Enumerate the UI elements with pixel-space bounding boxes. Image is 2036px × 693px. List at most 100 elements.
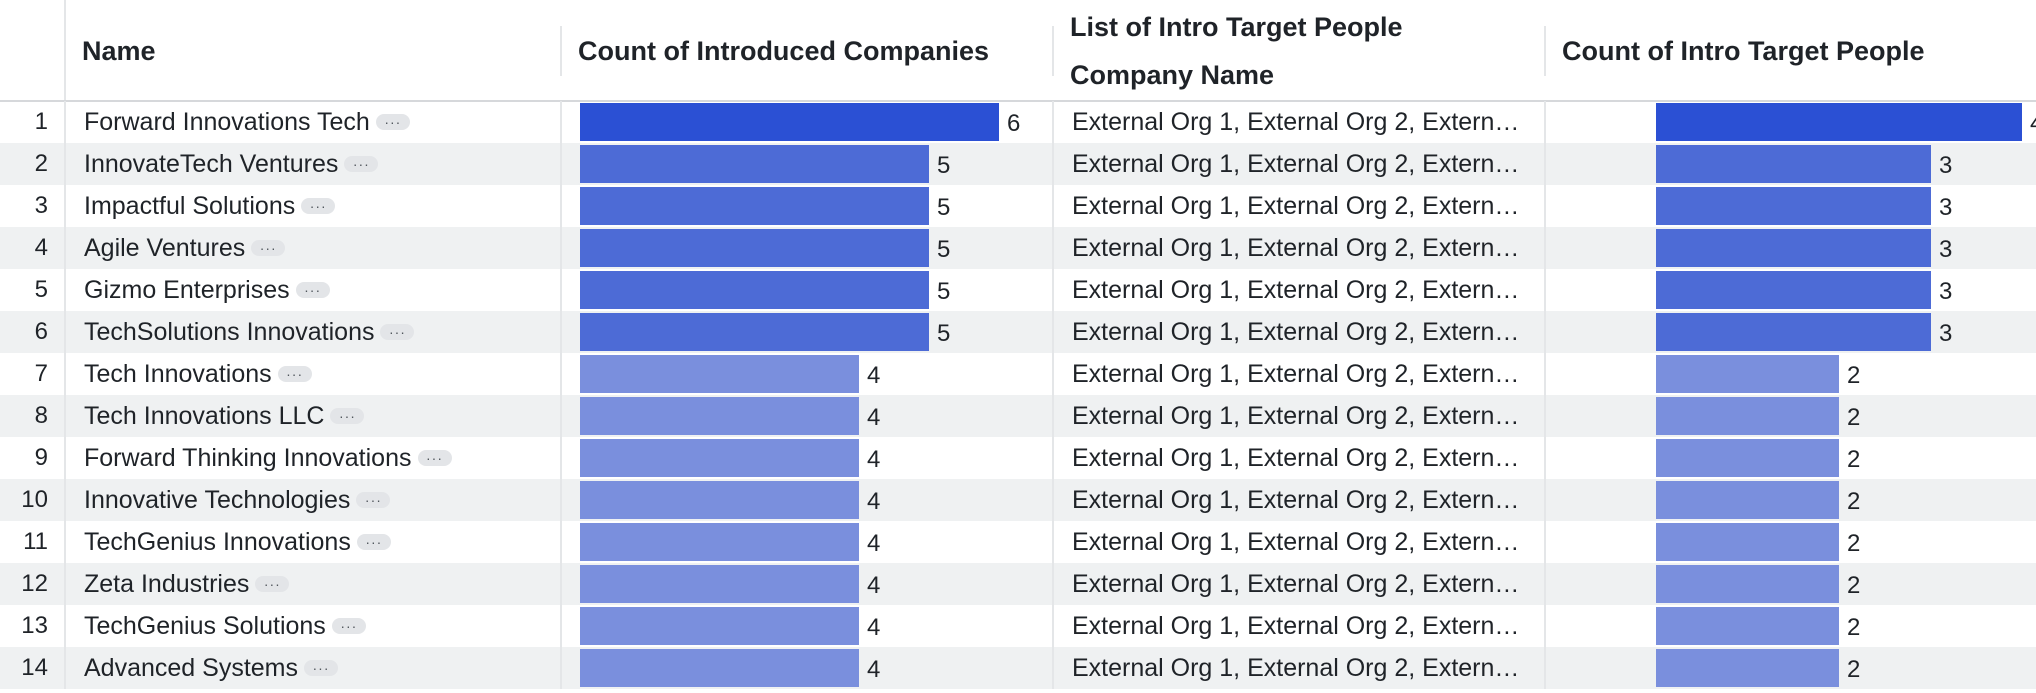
more-options-icon[interactable]: ···: [251, 240, 286, 256]
table-row[interactable]: 3 Impactful Solutions ··· 5 External Org 1, …: [0, 185, 2036, 227]
column-separator: [1544, 143, 1546, 185]
people-value: 2: [1847, 572, 1861, 599]
name-cell[interactable]: TechSolutions Innovations ···: [84, 311, 415, 353]
column-header-name[interactable]: Name: [64, 0, 560, 100]
people-value: 2: [1847, 656, 1861, 683]
table-row[interactable]: 6 TechSolutions Innovations ··· 5 External O…: [0, 311, 2036, 353]
name-text: Forward Innovations Tech: [84, 108, 370, 136]
companies-bar: [580, 649, 859, 687]
intro-target-list-cell[interactable]: External Org 1, External Org 2, Externa…: [1072, 150, 1528, 178]
column-separator: [1052, 269, 1054, 311]
table-row[interactable]: 14 Advanced Systems ··· 4 External Org 1, Ex…: [0, 647, 2036, 689]
people-value: 3: [1939, 194, 1953, 221]
companies-value: 4: [867, 404, 881, 431]
more-options-icon[interactable]: ···: [344, 156, 379, 172]
name-cell[interactable]: Zeta Industries ···: [84, 563, 290, 605]
column-separator: [1544, 311, 1546, 353]
people-value: 2: [1847, 362, 1861, 389]
name-cell[interactable]: Forward Thinking Innovations ···: [84, 437, 452, 479]
companies-value: 4: [867, 530, 881, 557]
intro-target-list-cell[interactable]: External Org 1, External Org 2, Externa…: [1072, 444, 1528, 472]
table-row[interactable]: 13 TechGenius Solutions ··· 4 External Org 1…: [0, 605, 2036, 647]
more-options-icon[interactable]: ···: [375, 114, 410, 130]
table-row[interactable]: 4 Agile Ventures ··· 5 External Org 1, Exter…: [0, 227, 2036, 269]
intro-target-list-cell[interactable]: External Org 1, External Org 2, Externa…: [1072, 654, 1528, 682]
column-separator: [560, 605, 562, 647]
people-value: 2: [1847, 614, 1861, 641]
people-bar: [1656, 565, 1839, 603]
people-bar: [1656, 523, 1839, 561]
name-cell[interactable]: Innovative Technologies ···: [84, 479, 391, 521]
column-separator: [1052, 605, 1054, 647]
column-separator: [1544, 353, 1546, 395]
row-index-divider: [64, 605, 66, 647]
intro-target-list-cell[interactable]: External Org 1, External Org 2, Externa…: [1072, 192, 1528, 220]
more-options-icon[interactable]: ···: [417, 450, 452, 466]
companies-value: 6: [1007, 110, 1021, 137]
intro-target-list-cell[interactable]: External Org 1, External Org 2, Externa…: [1072, 612, 1528, 640]
name-text: Gizmo Enterprises: [84, 276, 290, 304]
companies-value: 5: [937, 236, 951, 263]
more-options-icon[interactable]: ···: [295, 282, 330, 298]
name-cell[interactable]: InnovateTech Ventures ···: [84, 143, 379, 185]
table-row[interactable]: 8 Tech Innovations LLC ··· 4 External Org 1,…: [0, 395, 2036, 437]
row-index-divider: [64, 521, 66, 563]
name-cell[interactable]: Gizmo Enterprises ···: [84, 269, 330, 311]
intro-target-list-cell[interactable]: External Org 1, External Org 2, Externa…: [1072, 318, 1528, 346]
more-options-icon[interactable]: ···: [356, 534, 391, 550]
column-separator: [560, 26, 562, 76]
companies-value: 4: [867, 446, 881, 473]
column-header-list[interactable]: List of Intro Target People Company Name: [1052, 0, 1544, 100]
name-text: Innovative Technologies: [84, 486, 351, 514]
people-value: 2: [1847, 404, 1861, 431]
column-separator: [1052, 353, 1054, 395]
name-cell[interactable]: Tech Innovations ···: [84, 353, 312, 395]
people-value: 3: [1939, 320, 1953, 347]
name-text: Tech Innovations: [84, 360, 272, 388]
intro-target-list-cell[interactable]: External Org 1, External Org 2, Externa…: [1072, 570, 1528, 598]
more-options-icon[interactable]: ···: [277, 366, 312, 382]
column-separator: [1544, 101, 1546, 143]
intro-target-list-cell[interactable]: External Org 1, External Org 2, Externa…: [1072, 528, 1528, 556]
row-index: 13: [21, 612, 48, 639]
table-row[interactable]: 5 Gizmo Enterprises ··· 5 External Org 1, Ex…: [0, 269, 2036, 311]
table-row[interactable]: 2 InnovateTech Ventures ··· 5 External Org 1…: [0, 143, 2036, 185]
more-options-icon[interactable]: ···: [304, 660, 338, 676]
table-row[interactable]: 11 TechGenius Innovations ··· 4 External Org…: [0, 521, 2036, 563]
intro-target-list-cell[interactable]: External Org 1, External Org 2, Externa…: [1072, 402, 1528, 430]
intro-target-list-cell[interactable]: External Org 1, External Org 2, Externa…: [1072, 486, 1528, 514]
column-separator: [560, 521, 562, 563]
column-separator: [1544, 521, 1546, 563]
column-header-companies[interactable]: Count of Introduced Companies: [560, 0, 1052, 100]
intro-target-list-cell[interactable]: External Org 1, External Org 2, Externa…: [1072, 276, 1528, 304]
row-index-divider: [64, 395, 66, 437]
intro-target-list-cell[interactable]: External Org 1, External Org 2, Externa…: [1072, 360, 1528, 388]
row-index-header: [0, 0, 66, 100]
column-separator: [1052, 563, 1054, 605]
more-options-icon[interactable]: ···: [255, 576, 290, 592]
name-cell[interactable]: Forward Innovations Tech ···: [84, 101, 410, 143]
name-cell[interactable]: Agile Ventures ···: [84, 227, 286, 269]
more-options-icon[interactable]: ···: [330, 408, 365, 424]
column-header-people[interactable]: Count of Intro Target People: [1544, 0, 2036, 100]
more-options-icon[interactable]: ···: [380, 324, 415, 340]
table-row[interactable]: 7 Tech Innovations ··· 4 External Org 1, Ext…: [0, 353, 2036, 395]
name-cell[interactable]: Advanced Systems ···: [84, 647, 338, 689]
table-row[interactable]: 12 Zeta Industries ··· 4 External Org 1, Ext…: [0, 563, 2036, 605]
intro-target-list-cell[interactable]: External Org 1, External Org 2, Externa…: [1072, 234, 1528, 262]
name-cell[interactable]: TechGenius Innovations ···: [84, 521, 391, 563]
intro-target-list-cell[interactable]: External Org 1, External Org 2, Externa…: [1072, 108, 1528, 136]
name-cell[interactable]: Tech Innovations LLC ···: [84, 395, 365, 437]
table-row[interactable]: 10 Innovative Technologies ··· 4 External Or…: [0, 479, 2036, 521]
more-options-icon[interactable]: ···: [331, 618, 366, 634]
table-row[interactable]: 1 Forward Innovations Tech ··· 6 External Or…: [0, 101, 2036, 143]
name-cell[interactable]: TechGenius Solutions ···: [84, 605, 366, 647]
more-options-icon[interactable]: ···: [356, 492, 391, 508]
more-options-icon[interactable]: ···: [301, 198, 336, 214]
name-cell[interactable]: Impactful Solutions ···: [84, 185, 336, 227]
companies-value: 5: [937, 278, 951, 305]
table-header: Name Count of Introduced Companies List …: [0, 0, 2036, 102]
companies-bar: [580, 523, 859, 561]
people-value: 2: [1847, 488, 1861, 515]
table-row[interactable]: 9 Forward Thinking Innovations ··· 4 Externa…: [0, 437, 2036, 479]
